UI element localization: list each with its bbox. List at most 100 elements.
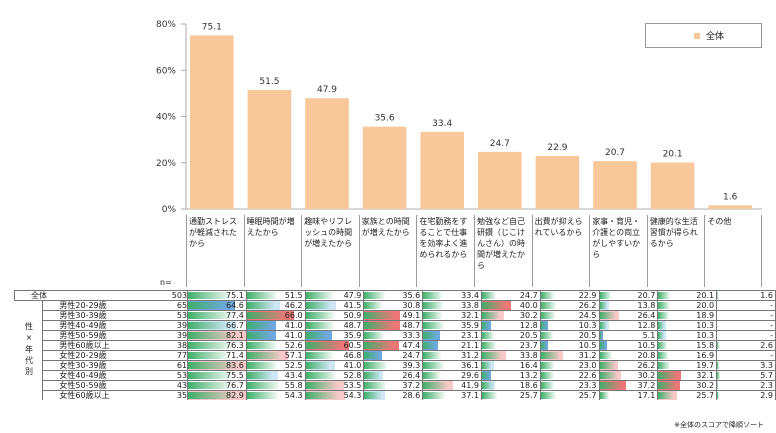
cell-bar: [540, 322, 547, 329]
cell-value: 35.9: [461, 321, 479, 331]
category-label: 趣味やリフレッシュの時間が増えたから: [301, 215, 359, 287]
value-cell: 13.8: [599, 300, 659, 311]
cell-value: 20.7: [637, 291, 656, 301]
cell-value: 53.5: [343, 381, 362, 391]
value-cell: 40.0: [481, 300, 541, 311]
value-cell: 33.8: [422, 300, 482, 311]
cell-bar: [717, 372, 721, 379]
cell-bar: [246, 392, 279, 399]
row-n: 77: [169, 350, 189, 361]
value-cell: 53.5: [305, 380, 365, 391]
cell-value: 37.2: [402, 381, 421, 391]
cell-value: 5.7: [760, 371, 773, 381]
value-cell: 23.7: [481, 340, 541, 351]
row-n: 38: [169, 340, 189, 351]
table-row: 全体 503 75.1 51.5 47.9 35.6 33.4 24.7 22.9 20.7 20.…: [14, 290, 776, 301]
cell-value: 25.7: [696, 391, 715, 400]
cell-bar: [305, 292, 334, 299]
cell-value: 40.0: [519, 301, 538, 311]
value-cell: 12.8: [599, 320, 659, 331]
cell-value: 30.2: [637, 371, 656, 381]
value-cell: 26.2: [540, 300, 600, 311]
cell-bar: [481, 342, 496, 349]
bar: [708, 205, 752, 209]
cell-value: 41.9: [461, 381, 479, 391]
cell-bar: [658, 352, 669, 359]
side-label-cell: 性×年代別: [14, 300, 43, 400]
value-cell: 2.3: [716, 380, 776, 391]
value-cell: 41.0: [305, 360, 365, 371]
cell-bar: [658, 342, 668, 349]
cell-value: 28.6: [402, 391, 421, 400]
cell-value: 10.5: [637, 341, 656, 351]
value-cell: 15.8: [657, 340, 718, 351]
cell-value: 31.2: [578, 351, 597, 361]
cell-value: -: [770, 321, 773, 331]
cell-bar: [423, 332, 437, 339]
bar: [420, 131, 464, 209]
cell-value: 20.5: [578, 331, 597, 341]
cell-value: 18.9: [696, 311, 715, 321]
bar: [535, 156, 580, 209]
value-cell: 46.2: [246, 300, 306, 311]
cell-bar: [305, 312, 336, 319]
cell-bar: [364, 312, 393, 319]
value-cell: 30.2: [657, 380, 718, 391]
row-label: 男性50-59歳: [42, 330, 170, 341]
cell-bar: [423, 352, 442, 359]
value-cell: 33.4: [422, 290, 482, 301]
cell-value: 29.6: [461, 371, 479, 381]
cell-value: 82.9: [226, 391, 244, 400]
legend-swatch: [694, 32, 700, 39]
cell-bar: [540, 352, 559, 359]
value-cell: 23.1: [422, 330, 482, 341]
category-label: その他: [704, 215, 762, 287]
value-cell: 50.9: [305, 310, 365, 321]
cell-value: -: [770, 311, 773, 321]
y-tick-label: 20%: [156, 159, 176, 169]
cell-value: 23.1: [461, 331, 479, 341]
cell-bar: [658, 292, 670, 299]
category-label: 出費が抑えられているから: [531, 215, 590, 287]
value-cell: 33.8: [481, 350, 541, 361]
cell-value: 66.0: [284, 311, 303, 321]
cell-bar: [658, 362, 670, 369]
cell-value: 39.3: [402, 361, 421, 371]
value-cell: 49.1: [363, 310, 424, 321]
cell-bar: [188, 382, 233, 389]
value-cell: 39.3: [363, 360, 424, 371]
value-cell: 55.8: [246, 380, 306, 391]
cell-bar: [305, 332, 327, 339]
value-cell: 43.4: [246, 370, 306, 381]
value-cell: -: [716, 310, 776, 321]
value-cell: 75.5: [187, 370, 247, 381]
cell-bar: [246, 342, 278, 349]
row-label: 男性40-49歳: [42, 320, 170, 331]
side-label: 性×年代別: [24, 321, 34, 378]
category-label: 健康的な生活習慣が得られるから: [646, 215, 705, 287]
value-cell: 2.6: [716, 340, 776, 351]
cell-value: 41.5: [343, 301, 362, 311]
cell-value: 33.8: [519, 351, 538, 361]
row-label: 全体: [14, 290, 170, 301]
sort-note: ※全体のスコアで降順ソート: [674, 421, 764, 429]
row-label: 女性30-39歳: [42, 360, 170, 371]
cell-value: 10.3: [696, 331, 715, 341]
cell-value: 76.7: [226, 381, 244, 391]
cell-bar: [599, 392, 610, 399]
cell-bar: [305, 392, 337, 399]
cell-bar: [540, 312, 555, 319]
cell-bar: [658, 372, 677, 379]
cell-value: 26.4: [637, 311, 656, 321]
value-cell: 47.9: [305, 290, 365, 301]
cell-value: 76.3: [226, 341, 244, 351]
value-cell: 3.3: [716, 360, 776, 371]
value-cell: 64.6: [187, 300, 247, 311]
cell-bar: [423, 392, 445, 399]
cell-value: 30.2: [696, 381, 715, 391]
bar-chart: 0% 20% 40% 60% 80% 75.1 51.5 47.9 35.6 33.4 24.7 22…: [156, 20, 762, 215]
cell-bar: [717, 342, 719, 349]
cell-bar: [188, 362, 237, 369]
category-label: 家族との時間が増えたから: [358, 215, 417, 287]
cell-value: 12.8: [637, 321, 656, 331]
